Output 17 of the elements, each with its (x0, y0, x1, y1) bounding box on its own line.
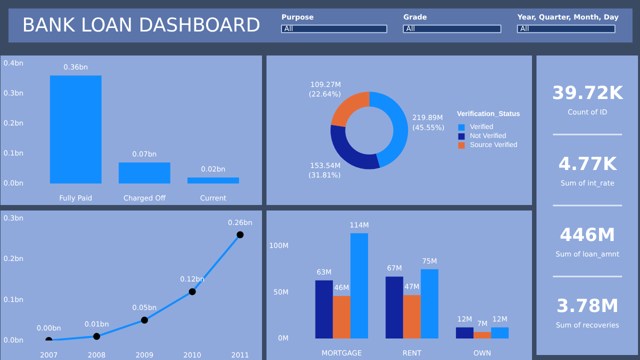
text: 39.72K (552, 82, 624, 104)
bar (187, 178, 240, 184)
bar (50, 76, 102, 184)
text: 446M (560, 224, 616, 246)
bar (118, 162, 170, 184)
bar (386, 276, 404, 338)
bar (315, 280, 333, 338)
bar (474, 332, 492, 338)
text: 4.77K (558, 154, 618, 175)
bar (350, 233, 368, 338)
bar (403, 295, 421, 338)
text: BANK LOAN DASHBOARD (22, 14, 260, 36)
bar (332, 296, 350, 338)
bar (491, 327, 509, 338)
bar (420, 269, 438, 338)
bar (456, 327, 474, 338)
text: 3.78M (556, 296, 619, 317)
